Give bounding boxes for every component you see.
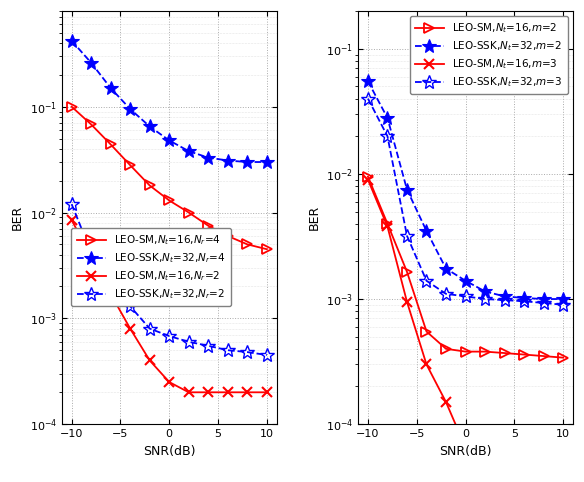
LEO-SM,$N_t$=16,$m$=3 xyxy=(462,445,469,451)
Line: LEO-SM,$N_t$=16,$N_r$=2: LEO-SM,$N_t$=16,$N_r$=2 xyxy=(67,215,272,397)
Y-axis label: BER: BER xyxy=(307,205,321,230)
LEO-SSK,$N_t$=32,$N_r$=4 xyxy=(263,159,270,165)
LEO-SSK,$N_t$=32,$N_r$=2 xyxy=(185,339,192,345)
LEO-SM,$N_t$=16,$m$=2 xyxy=(501,350,508,356)
Line: LEO-SSK,$N_t$=32,$N_r$=2: LEO-SSK,$N_t$=32,$N_r$=2 xyxy=(65,197,274,362)
LEO-SM,$N_t$=16,$N_r$=4 xyxy=(127,162,134,168)
Legend: LEO-SM,$N_t$=16,$N_r$=4, LEO-SSK,$N_t$=32,$N_r$=4, LEO-SM,$N_t$=16,$N_r$=2, LEO-: LEO-SM,$N_t$=16,$N_r$=4, LEO-SSK,$N_t$=3… xyxy=(71,228,231,306)
LEO-SM,$N_t$=16,$m$=2 xyxy=(384,221,391,227)
LEO-SSK,$N_t$=32,$N_r$=2 xyxy=(88,250,95,255)
LEO-SSK,$N_t$=32,$N_r$=2 xyxy=(205,343,212,348)
LEO-SSK,$N_t$=32,$N_r$=2 xyxy=(146,326,153,332)
LEO-SSK,$N_t$=32,$N_r$=2 xyxy=(107,275,114,281)
LEO-SSK,$N_t$=32,$m$=2 xyxy=(462,278,469,283)
LEO-SSK,$N_t$=32,$m$=3 xyxy=(462,294,469,299)
LEO-SM,$N_t$=16,$N_r$=2 xyxy=(107,291,114,297)
LEO-SSK,$N_t$=32,$m$=3 xyxy=(443,291,450,297)
Line: LEO-SSK,$N_t$=32,$N_r$=4: LEO-SSK,$N_t$=32,$N_r$=4 xyxy=(65,34,274,169)
LEO-SSK,$N_t$=32,$N_r$=4 xyxy=(185,148,192,154)
LEO-SSK,$N_t$=32,$N_r$=4 xyxy=(107,85,114,91)
LEO-SSK,$N_t$=32,$m$=2 xyxy=(482,289,489,295)
Line: LEO-SSK,$N_t$=32,$m$=3: LEO-SSK,$N_t$=32,$m$=3 xyxy=(361,92,570,312)
LEO-SSK,$N_t$=32,$m$=3 xyxy=(404,233,411,239)
LEO-SSK,$N_t$=32,$N_r$=4 xyxy=(146,123,153,129)
LEO-SSK,$N_t$=32,$m$=2 xyxy=(364,79,371,84)
LEO-SSK,$N_t$=32,$N_r$=2 xyxy=(68,201,75,207)
LEO-SSK,$N_t$=32,$m$=3 xyxy=(423,278,430,283)
LEO-SM,$N_t$=16,$N_r$=4 xyxy=(185,210,192,215)
LEO-SM,$N_t$=16,$N_r$=4 xyxy=(224,233,231,239)
LEO-SM,$N_t$=16,$N_r$=4 xyxy=(107,142,114,147)
Legend: LEO-SM,$N_t$=16,$m$=2, LEO-SSK,$N_t$=32,$m$=2, LEO-SM,$N_t$=16,$m$=3, LEO-SSK,$N: LEO-SM,$N_t$=16,$m$=2, LEO-SSK,$N_t$=32,… xyxy=(409,16,568,94)
LEO-SM,$N_t$=16,$N_r$=2 xyxy=(185,389,192,395)
LEO-SM,$N_t$=16,$N_r$=4 xyxy=(205,223,212,228)
LEO-SM,$N_t$=16,$m$=2 xyxy=(520,352,527,358)
LEO-SM,$N_t$=16,$N_r$=4 xyxy=(146,183,153,188)
LEO-SM,$N_t$=16,$m$=2 xyxy=(423,329,430,335)
LEO-SSK,$N_t$=32,$m$=3 xyxy=(364,96,371,102)
Line: LEO-SM,$N_t$=16,$N_r$=4: LEO-SM,$N_t$=16,$N_r$=4 xyxy=(67,102,272,254)
LEO-SSK,$N_t$=32,$m$=3 xyxy=(384,134,391,139)
LEO-SM,$N_t$=16,$N_r$=2 xyxy=(263,389,270,395)
LEO-SSK,$N_t$=32,$N_r$=2 xyxy=(127,303,134,309)
LEO-SSK,$N_t$=32,$m$=3 xyxy=(520,298,527,304)
LEO-SM,$N_t$=16,$m$=2 xyxy=(540,353,547,359)
LEO-SM,$N_t$=16,$m$=2 xyxy=(482,348,489,354)
LEO-SSK,$N_t$=32,$m$=2 xyxy=(559,296,566,302)
LEO-SSK,$N_t$=32,$m$=2 xyxy=(384,115,391,121)
LEO-SSK,$N_t$=32,$m$=2 xyxy=(404,187,411,192)
LEO-SSK,$N_t$=32,$m$=3 xyxy=(482,296,489,302)
LEO-SSK,$N_t$=32,$m$=2 xyxy=(423,228,430,234)
LEO-SSK,$N_t$=32,$m$=2 xyxy=(443,266,450,271)
LEO-SSK,$N_t$=32,$m$=2 xyxy=(520,295,527,301)
LEO-SM,$N_t$=16,$N_r$=4 xyxy=(263,246,270,252)
LEO-SM,$N_t$=16,$m$=2 xyxy=(443,346,450,352)
LEO-SM,$N_t$=16,$N_r$=2 xyxy=(224,389,231,395)
LEO-SM,$N_t$=16,$m$=3 xyxy=(423,362,430,367)
LEO-SSK,$N_t$=32,$m$=3 xyxy=(501,297,508,303)
LEO-SM,$N_t$=16,$N_r$=2 xyxy=(166,379,173,385)
LEO-SSK,$N_t$=32,$N_r$=4 xyxy=(224,158,231,163)
LEO-SSK,$N_t$=32,$N_r$=2 xyxy=(263,352,270,358)
LEO-SM,$N_t$=16,$m$=3 xyxy=(384,224,391,229)
LEO-SM,$N_t$=16,$N_r$=2 xyxy=(88,254,95,260)
LEO-SSK,$N_t$=32,$N_r$=4 xyxy=(166,137,173,143)
LEO-SM,$N_t$=16,$m$=2 xyxy=(559,355,566,361)
LEO-SSK,$N_t$=32,$m$=2 xyxy=(501,294,508,299)
LEO-SSK,$N_t$=32,$m$=3 xyxy=(559,302,566,308)
LEO-SM,$N_t$=16,$N_r$=2 xyxy=(146,358,153,363)
Line: LEO-SSK,$N_t$=32,$m$=2: LEO-SSK,$N_t$=32,$m$=2 xyxy=(361,74,570,306)
LEO-SM,$N_t$=16,$N_r$=2 xyxy=(68,217,75,223)
X-axis label: SNR(dB): SNR(dB) xyxy=(439,444,492,457)
LEO-SSK,$N_t$=32,$N_r$=4 xyxy=(68,38,75,43)
LEO-SSK,$N_t$=32,$N_r$=2 xyxy=(166,333,173,339)
LEO-SSK,$N_t$=32,$m$=3 xyxy=(540,300,547,306)
LEO-SSK,$N_t$=32,$N_r$=4 xyxy=(205,155,212,161)
LEO-SM,$N_t$=16,$m$=3 xyxy=(404,299,411,305)
LEO-SSK,$N_t$=32,$m$=2 xyxy=(540,296,547,302)
LEO-SM,$N_t$=16,$m$=2 xyxy=(462,348,469,354)
LEO-SM,$N_t$=16,$m$=2 xyxy=(404,269,411,275)
LEO-SM,$N_t$=16,$m$=2 xyxy=(364,174,371,180)
LEO-SM,$N_t$=16,$N_r$=4 xyxy=(244,241,251,247)
LEO-SM,$N_t$=16,$N_r$=4 xyxy=(166,198,173,203)
LEO-SSK,$N_t$=32,$N_r$=2 xyxy=(224,348,231,353)
LEO-SSK,$N_t$=32,$N_r$=4 xyxy=(127,106,134,112)
LEO-SM,$N_t$=16,$N_r$=2 xyxy=(244,389,251,395)
Y-axis label: BER: BER xyxy=(11,205,24,230)
LEO-SM,$N_t$=16,$N_r$=4 xyxy=(68,104,75,109)
LEO-SM,$N_t$=16,$N_r$=2 xyxy=(127,326,134,332)
X-axis label: SNR(dB): SNR(dB) xyxy=(143,444,196,457)
LEO-SM,$N_t$=16,$m$=3 xyxy=(364,177,371,183)
Line: LEO-SM,$N_t$=16,$m$=2: LEO-SM,$N_t$=16,$m$=2 xyxy=(363,172,568,362)
LEO-SM,$N_t$=16,$N_r$=4 xyxy=(88,121,95,127)
Line: LEO-SM,$N_t$=16,$m$=3: LEO-SM,$N_t$=16,$m$=3 xyxy=(363,175,568,482)
LEO-SSK,$N_t$=32,$N_r$=2 xyxy=(244,349,251,355)
LEO-SM,$N_t$=16,$m$=3 xyxy=(443,399,450,405)
LEO-SSK,$N_t$=32,$N_r$=4 xyxy=(244,159,251,165)
LEO-SSK,$N_t$=32,$N_r$=4 xyxy=(88,60,95,66)
LEO-SM,$N_t$=16,$N_r$=2 xyxy=(205,389,212,395)
